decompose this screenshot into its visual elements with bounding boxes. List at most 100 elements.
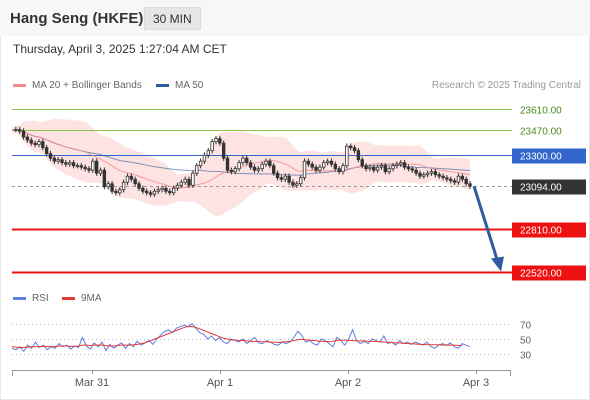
candle-body: [434, 172, 437, 175]
level-lines: 23610.00 23470.00 23300.00 23094.00 22810.00…: [12, 106, 586, 281]
forecast-arrow-head: [491, 256, 504, 271]
x-tick-label-0: Mar 31: [75, 377, 109, 389]
forecast-arrow-shaft: [474, 186, 498, 262]
candle-body: [257, 169, 260, 171]
candle-body: [18, 130, 21, 132]
rsi-line: [12, 324, 470, 352]
candle-body: [319, 167, 322, 170]
candle-body: [245, 158, 248, 163]
candle-body: [399, 163, 402, 165]
candle-body: [438, 175, 441, 177]
candle-body: [138, 184, 141, 189]
candle-body: [349, 146, 352, 148]
candle-body: [34, 143, 37, 145]
candle-body: [288, 176, 291, 182]
candle-body: [95, 161, 98, 173]
candle-body: [311, 164, 314, 167]
candle-body: [465, 179, 468, 184]
candle-body: [372, 167, 375, 170]
candle-body: [195, 166, 198, 174]
candle-body: [76, 166, 79, 167]
candle-body: [30, 140, 33, 143]
candle-body: [461, 176, 464, 179]
candle-body: [242, 158, 245, 163]
candle-body: [53, 158, 56, 161]
candle-body: [38, 142, 41, 145]
rsi-panel: 305070: [12, 321, 532, 362]
candle-body: [84, 167, 87, 169]
candle-body: [165, 188, 168, 191]
candle-body: [272, 166, 275, 174]
candle-body: [188, 179, 191, 185]
candle-body: [296, 184, 299, 186]
candle-body: [118, 190, 121, 193]
candle-body: [222, 143, 225, 158]
x-tick-label-2: Apr 2: [335, 377, 361, 389]
candle-body: [346, 146, 349, 166]
candle-body: [207, 151, 210, 156]
candle-body: [292, 182, 295, 185]
candle-body: [353, 148, 356, 151]
candle-body: [157, 190, 160, 192]
candle-body: [15, 130, 18, 131]
level-label-4: 22810.00: [520, 226, 562, 237]
candle-body: [234, 169, 237, 172]
level-label-3: 23094.00: [520, 183, 562, 194]
candle-body: [269, 161, 272, 166]
candle-body: [149, 193, 152, 195]
candle-body: [26, 137, 29, 140]
candle-body: [192, 173, 195, 185]
candle-body: [407, 167, 410, 169]
candle-body: [249, 163, 252, 168]
candle-body: [180, 182, 183, 185]
candle-body: [265, 161, 268, 164]
candle-body: [419, 173, 422, 176]
candle-body: [57, 160, 60, 162]
candle-body: [469, 184, 472, 186]
candle-body: [199, 161, 202, 166]
candle-body: [392, 166, 395, 169]
candle-body: [238, 163, 241, 169]
candle-body: [168, 191, 171, 193]
candle-body: [142, 188, 145, 191]
x-axis: Mar 31 Apr 1 Apr 2 Apr 3: [12, 370, 511, 389]
x-tick-label-1: Apr 1: [207, 377, 233, 389]
candle-body: [396, 164, 399, 166]
candle-body: [299, 178, 302, 184]
candle-body: [388, 169, 391, 172]
level-label-1: 23470.00: [520, 127, 562, 138]
rsi-tick-30: 30: [520, 351, 532, 362]
candle-body: [184, 179, 187, 182]
candle-body: [145, 191, 148, 193]
x-tick-label-3: Apr 3: [463, 377, 489, 389]
level-label-5: 22520.00: [520, 269, 562, 280]
candle-body: [211, 142, 214, 151]
candle-body: [122, 182, 125, 190]
candle-body: [92, 161, 95, 170]
candle-body: [303, 161, 306, 178]
candle-body: [384, 166, 387, 172]
candle-body: [99, 170, 102, 173]
candle-body: [126, 176, 129, 182]
candle-body: [342, 166, 345, 172]
candle-body: [215, 139, 218, 142]
candle-body: [115, 191, 118, 193]
candle-body: [261, 164, 264, 169]
candle-body: [430, 172, 433, 174]
candle-body: [403, 163, 406, 168]
candle-body: [88, 169, 91, 171]
level-label-2: 23300.00: [520, 152, 562, 163]
candle-body: [380, 166, 383, 168]
candle-body: [153, 191, 156, 194]
candle-body: [322, 163, 325, 168]
candle-body: [80, 166, 83, 168]
candle-body: [457, 176, 460, 182]
candle-body: [280, 178, 283, 180]
candle-body: [103, 170, 106, 187]
candle-body: [423, 175, 426, 177]
rsi-tick-70: 70: [520, 321, 532, 332]
candle-body: [426, 173, 429, 175]
candle-body: [361, 160, 364, 166]
candle-body: [338, 169, 341, 172]
